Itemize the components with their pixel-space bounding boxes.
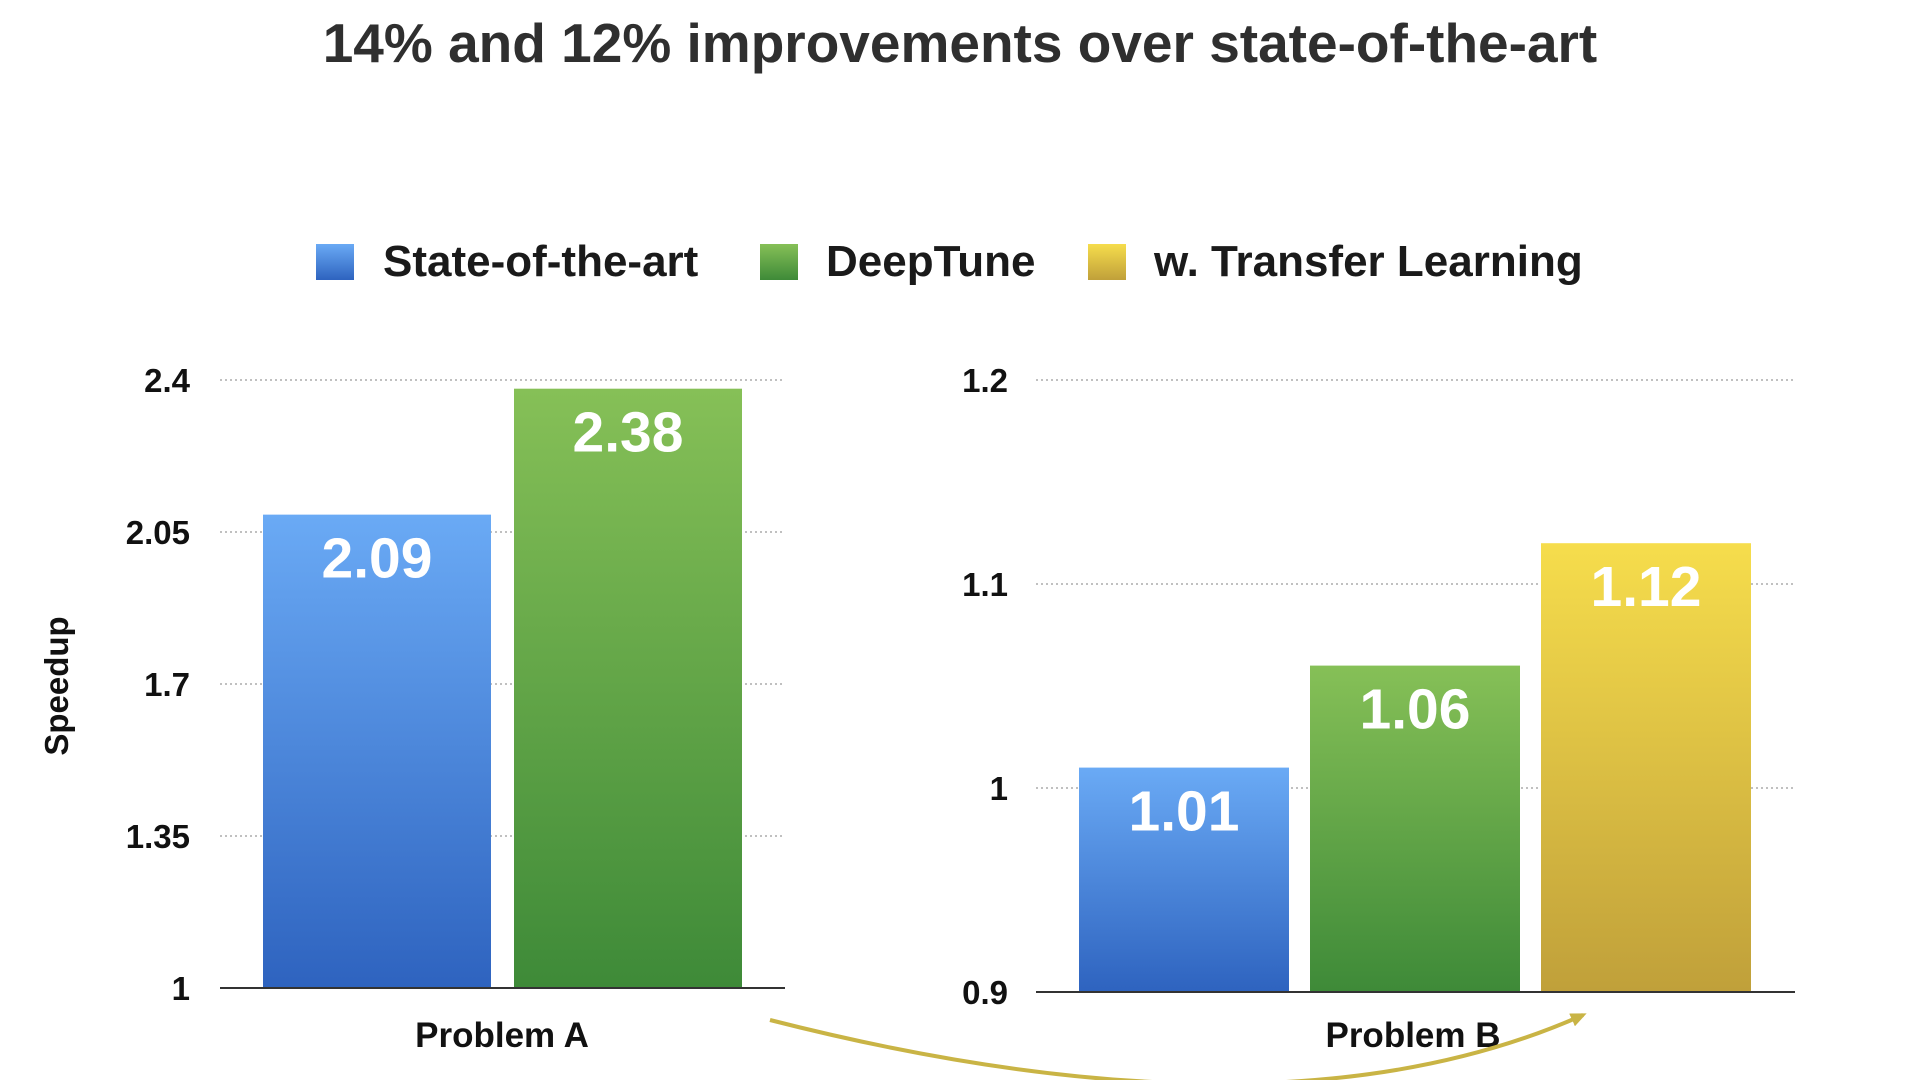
legend-swatch-1 [316, 244, 354, 280]
chart-problem-b: 0.9 1 1.1 1.2 1.01 1.06 1.12 Problem B [962, 362, 1795, 1055]
y-tick-label: 1 [172, 970, 190, 1007]
legend-swatch-2 [760, 244, 798, 280]
legend-label-3: w. Transfer Learning [1153, 237, 1583, 286]
bar-state-of-the-art [263, 514, 491, 988]
legend-label-1: State-of-the-art [383, 237, 699, 286]
bar-deeptune [514, 388, 742, 989]
y-tick-label: 1.2 [962, 362, 1008, 399]
y-tick-label: 1 [990, 770, 1008, 807]
legend-label-2: DeepTune [826, 237, 1035, 286]
y-tick-label: 0.9 [962, 974, 1008, 1011]
bar-value-label: 2.09 [322, 527, 433, 591]
y-tick-label: 1.35 [126, 818, 190, 855]
y-tick-label: 1.7 [144, 666, 190, 703]
chart-problem-a: 1 1.35 1.7 2.05 2.4 2.09 2.38 Problem A Speedup [38, 362, 785, 1055]
bar-value-label: 1.06 [1360, 678, 1471, 742]
y-tick-label: 2.05 [126, 514, 190, 551]
bar-value-label: 1.01 [1129, 780, 1240, 844]
bar-w-transfer-learning [1541, 543, 1751, 992]
chart-title: 14% and 12% improvements over state-of-t… [323, 12, 1598, 74]
category-label: Problem B [1325, 1016, 1500, 1055]
transfer-arrow [769, 1013, 1587, 1080]
bar-value-label: 1.12 [1591, 555, 1702, 619]
legend-swatch-3 [1088, 244, 1126, 280]
bar-value-label: 2.38 [573, 401, 684, 465]
bar-deeptune [1310, 665, 1520, 992]
legend: State-of-the-art DeepTune w. Transfer Lear… [316, 237, 1583, 286]
y-tick-label: 2.4 [144, 362, 191, 399]
y-tick-label: 1.1 [962, 566, 1008, 603]
category-label: Problem A [415, 1016, 589, 1055]
bar-state-of-the-art [1079, 767, 1289, 992]
y-axis-label: Speedup [38, 616, 75, 755]
